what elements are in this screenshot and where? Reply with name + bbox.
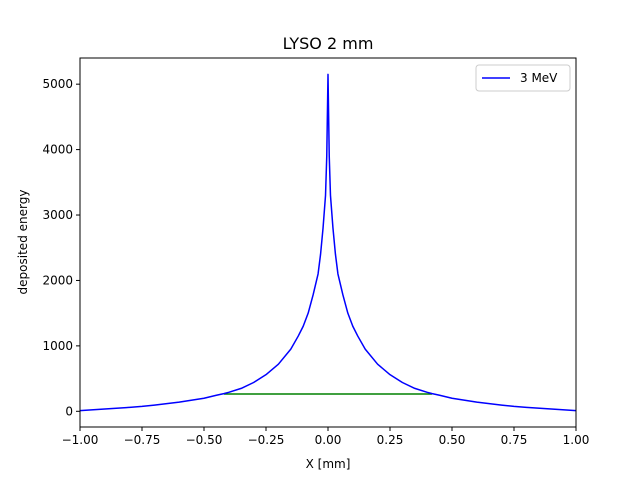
series-layer: [79, 73, 577, 412]
x-tick-label: −0.25: [248, 433, 285, 447]
y-tick-label: 1000: [42, 339, 73, 353]
chart-title: LYSO 2 mm: [283, 34, 374, 53]
y-tick-label: 3000: [42, 208, 73, 222]
x-axis-ticks: −1.00 −0.75 −0.50 −0.25 0.00 0.25 0.50 0.75 1.00: [62, 427, 590, 447]
legend-label-3mev: 3 MeV: [520, 71, 558, 85]
x-axis-label: X [mm]: [306, 457, 351, 471]
y-tick-label: 5000: [42, 77, 73, 91]
legend: 3 MeV: [475, 64, 571, 92]
x-tick-label: 0.50: [439, 433, 466, 447]
y-axis-label: deposited energy: [16, 190, 30, 295]
y-tick-label: 2000: [42, 273, 73, 287]
y-tick-label: 0: [65, 404, 73, 418]
x-tick-label: 0.00: [315, 433, 342, 447]
x-tick-label: −0.50: [186, 433, 223, 447]
series-line-3mev: [79, 73, 577, 412]
x-tick-label: −0.75: [124, 433, 161, 447]
x-tick-label: −1.00: [62, 433, 99, 447]
y-tick-label: 4000: [42, 143, 73, 157]
x-tick-label: 1.00: [563, 433, 590, 447]
legend-box: [475, 64, 571, 92]
y-axis-ticks: 0 1000 2000 3000 4000 5000: [42, 77, 80, 418]
x-tick-label: 0.75: [501, 433, 528, 447]
x-tick-label: 0.25: [377, 433, 404, 447]
